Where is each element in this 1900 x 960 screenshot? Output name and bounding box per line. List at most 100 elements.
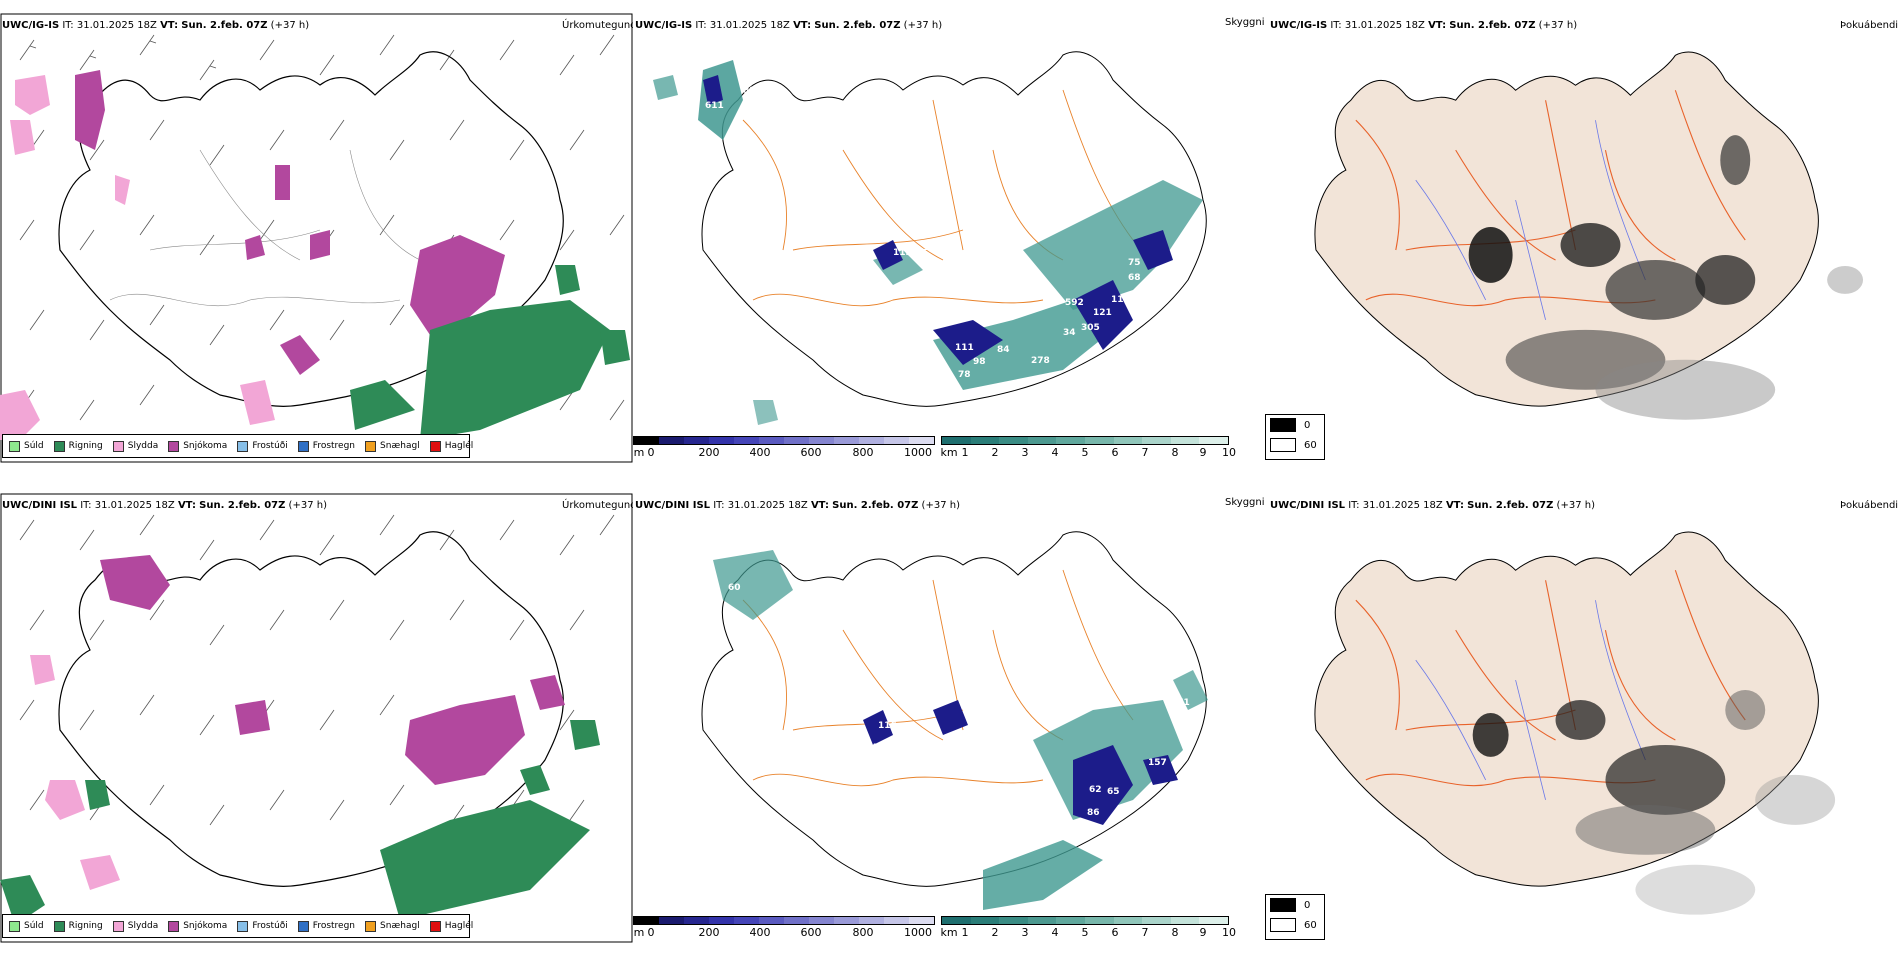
- legend-item: Snjókoma: [168, 440, 227, 452]
- cloud-label: 117: [1111, 295, 1130, 305]
- tick-label: 2: [991, 446, 999, 459]
- tick-label: 1000: [904, 926, 932, 939]
- visibility-areas: [653, 60, 1203, 425]
- cloud-label: 82: [703, 138, 716, 148]
- rivers: [1415, 600, 1646, 800]
- cloud-base-labels: 116 45 92 62 65 86 157 271 60: [728, 583, 1190, 818]
- tick-label: 2: [991, 926, 999, 939]
- fog-map: [1314, 51, 1864, 420]
- fog-panel-row2: UWC/DINI ISL IT: 31.01.2025 18Z VT: Sun.…: [1266, 480, 1900, 950]
- precip-legend: Súld Rigning Slydda Snjókoma Frostúði Fr…: [2, 914, 473, 938]
- cloud-label: 65: [1107, 787, 1120, 797]
- tick-label: 3: [1021, 446, 1029, 459]
- iceland-outline: [58, 51, 564, 407]
- cloud-label: 116: [878, 721, 897, 731]
- unit-label: m: [633, 926, 645, 939]
- panel-field-label: Skyggni: [1225, 17, 1265, 28]
- cloud-label: 113: [893, 248, 912, 258]
- tick-label: 600: [800, 926, 822, 939]
- precip-type-map: [0, 493, 633, 943]
- wind-barbs: [19, 514, 615, 826]
- legend-item: Súld: [9, 440, 44, 452]
- panel-title: UWC/DINI ISL IT: 31.01.2025 18Z VT: Sun.…: [1270, 500, 1595, 511]
- legend-item: Súld: [9, 920, 44, 932]
- cloud-label: 77: [903, 386, 916, 396]
- fog-shading: [1472, 690, 1836, 915]
- legend-item: Snjókoma: [168, 920, 227, 932]
- legend-item: Slydda: [112, 440, 158, 452]
- cloud-label: 111: [955, 343, 974, 353]
- panel-title: UWC/DINI ISL IT: 31.01.2025 18Z VT: Sun.…: [635, 500, 960, 511]
- tick-label: 400: [749, 926, 771, 939]
- tick-label: 800: [852, 926, 874, 939]
- cloud-label: 62: [1089, 785, 1102, 795]
- tick-label: 9: [1199, 926, 1207, 939]
- fog-legend-label: 0: [1304, 419, 1311, 431]
- cloud-label: 98: [973, 357, 986, 367]
- cloud-label: 83: [1073, 373, 1086, 383]
- cloud-label: 72: [988, 268, 1001, 278]
- visibility-bar: [941, 916, 1229, 925]
- legend-item: Frostúði: [237, 920, 288, 932]
- iceland-outline: [1314, 51, 1819, 407]
- cloud-base-bar: [633, 436, 935, 445]
- tick-label: 200: [698, 446, 720, 459]
- tick-label: 1: [961, 926, 969, 939]
- panel-field-label: Úrkomutegund: [562, 20, 633, 31]
- visibility-colorbar: km 1 2 3 4 5 6 7 8 9 10: [940, 436, 1236, 459]
- tick-label: 3: [1021, 926, 1029, 939]
- cloud-label: 84: [883, 406, 896, 416]
- fog-legend-label: 0: [1304, 899, 1311, 911]
- panel-field-label: Þokuábendi: [1840, 20, 1899, 31]
- cloud-label: 78: [958, 370, 971, 380]
- unit-label: km: [940, 926, 958, 939]
- visibility-panel-row1: 611 88 82 113 118 98 116 128 72 75 68 78…: [633, 0, 1266, 480]
- unit-label: km: [940, 446, 958, 459]
- cloud-label: 271: [1171, 698, 1190, 708]
- visibility-bar: [941, 436, 1229, 445]
- legend-item: Frostúði: [237, 440, 288, 452]
- panel-title: UWC/IG-IS IT: 31.01.2025 18Z VT: Sun. 2.…: [635, 20, 943, 31]
- legend-item: Frostregn: [297, 920, 355, 932]
- legend-item: Frostregn: [297, 440, 355, 452]
- tick-label: 400: [749, 446, 771, 459]
- cloud-base-bar: [633, 916, 935, 925]
- visibility-areas: [713, 550, 1208, 910]
- fog-legend-row2: 0 60: [1265, 894, 1325, 940]
- fog-legend-label: 60: [1304, 439, 1317, 451]
- tick-label: 800: [852, 446, 874, 459]
- panel-title: UWC/IG-IS IT: 31.01.2025 18Z VT: Sun. 2.…: [1270, 20, 1578, 31]
- tick-label: 9: [1199, 446, 1207, 459]
- tick-label: 4: [1051, 926, 1059, 939]
- visibility-panel-row2: 116 45 92 62 65 86 157 271 60 UWC/DINI I…: [633, 480, 1266, 960]
- tick-label: 10: [1222, 926, 1236, 939]
- roads: [742, 89, 1134, 307]
- legend-item: Rigning: [53, 920, 103, 932]
- precip-legend: Súld Rigning Slydda Snjókoma Frostúði Fr…: [2, 434, 473, 458]
- cloud-label: 116: [943, 258, 962, 268]
- tick-label: 200: [698, 926, 720, 939]
- precip-type-panel-row1: UWC/IG-IS IT: 31.01.2025 18Z VT: Sun. 2.…: [0, 0, 633, 480]
- cloud-label: 169: [1198, 278, 1217, 288]
- legend-item: Haglél: [429, 920, 473, 932]
- cloud-label: 78: [1148, 275, 1161, 285]
- fog-map: [1314, 531, 1836, 915]
- tick-label: 5: [1081, 446, 1089, 459]
- cloud-label: 140: [921, 388, 940, 398]
- cloud-label: 92: [945, 735, 958, 745]
- cloud-label: 98: [868, 273, 881, 283]
- visibility-colorbar: km 1 2 3 4 5 6 7 8 9 10: [940, 916, 1236, 939]
- cloud-label: 88: [743, 86, 756, 96]
- cloud-label: 45: [871, 743, 884, 753]
- tick-label: 6: [1111, 446, 1119, 459]
- panel-title: UWC/IG-IS IT: 31.01.2025 18Z VT: Sun. 2.…: [2, 20, 310, 31]
- fog-shading: [1468, 135, 1864, 420]
- cloud-label: 60: [728, 583, 741, 593]
- legend-item: Slydda: [112, 920, 158, 932]
- legend-item: Snæhagl: [365, 920, 420, 932]
- tick-label: 4: [1051, 446, 1059, 459]
- panel-field-label: Skyggni: [1225, 497, 1265, 508]
- cloud-label: 305: [1081, 323, 1100, 333]
- tick-label: 0: [647, 446, 655, 459]
- cloud-base-colorbar: m 0 200 400 600 800 1000: [633, 916, 935, 939]
